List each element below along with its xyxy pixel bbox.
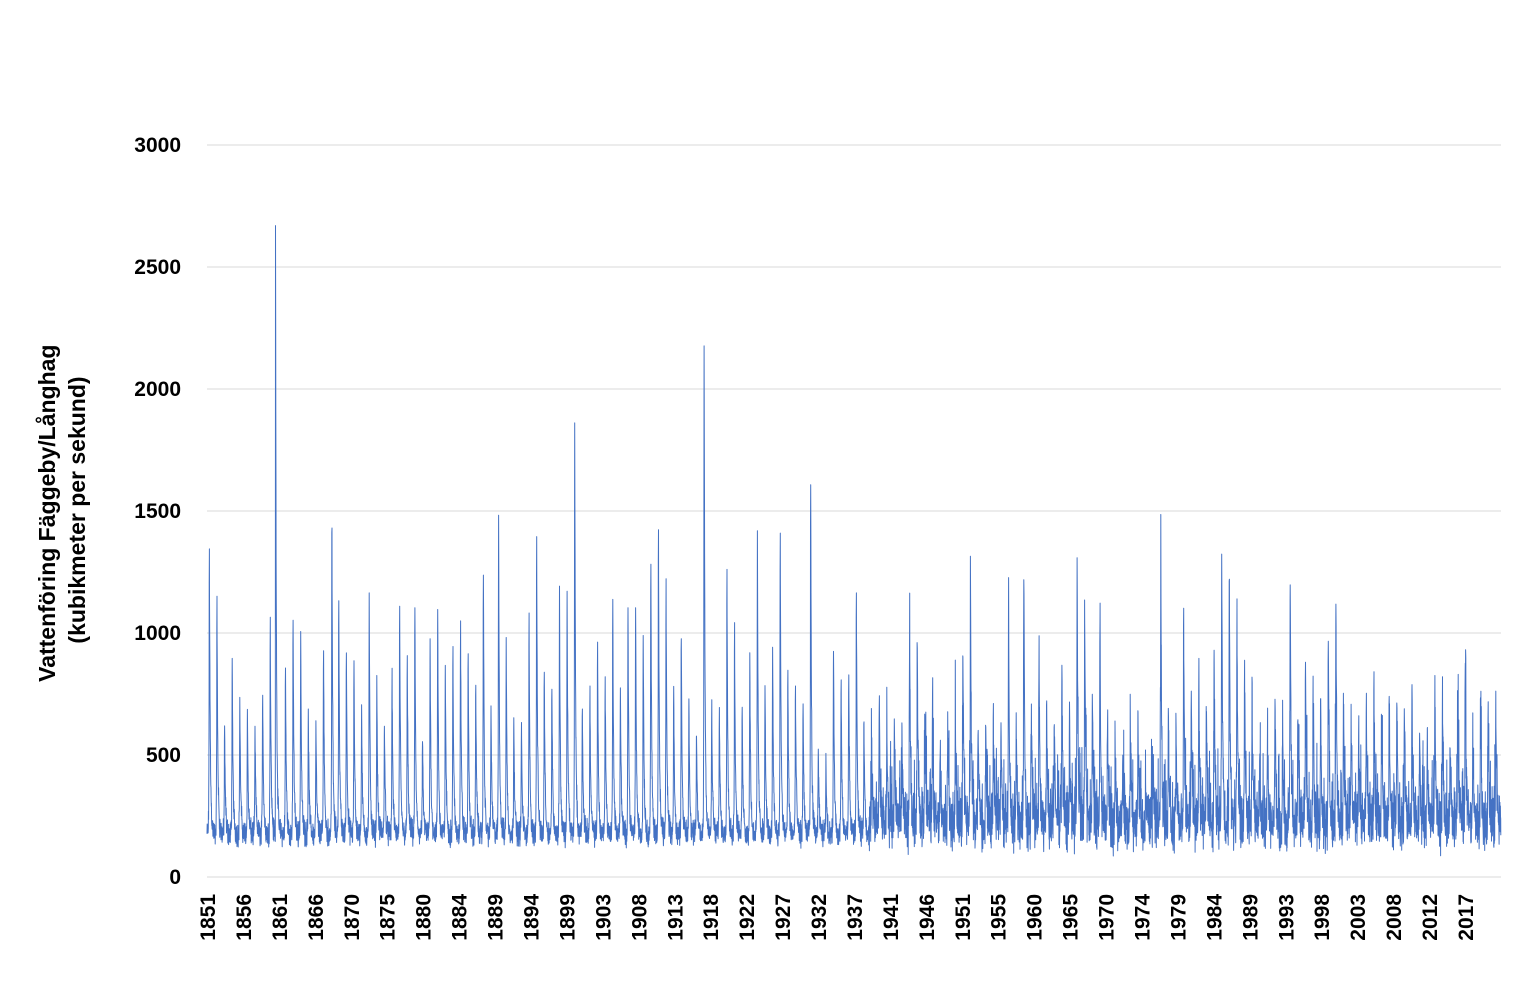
y-tick-label: 0 [169, 866, 181, 889]
x-tick-label: 1903 [592, 894, 615, 941]
x-tick-label: 1989 [1239, 894, 1262, 941]
x-tick-label: 1993 [1275, 894, 1298, 941]
x-tick-label: 1880 [413, 894, 436, 941]
x-tick-label: 1955 [988, 894, 1011, 941]
x-tick-label: 1970 [1096, 894, 1119, 941]
x-tick-label: 2017 [1455, 894, 1478, 941]
x-tick-label: 1861 [269, 894, 292, 941]
series-group [206, 225, 1502, 857]
y-tick-label: 2500 [134, 256, 181, 279]
y-axis-title-line-1: Vattenföring Fäggeby/Långhag [34, 345, 60, 682]
x-tick-label: 1894 [521, 894, 544, 941]
x-tick-label: 1984 [1203, 894, 1226, 941]
y-tick-labels: 0 500 1000 1500 2000 2500 3000 [134, 134, 181, 889]
x-tick-label: 1889 [485, 894, 508, 941]
y-tick-label: 1000 [134, 622, 181, 645]
x-tick-label: 1884 [449, 894, 472, 941]
y-tick-label: 1500 [134, 500, 181, 523]
x-tick-label: 1899 [556, 894, 579, 941]
x-tick-label: 2008 [1383, 894, 1406, 941]
y-axis-title-line-2: (kubikmeter per sekund) [64, 376, 90, 643]
x-tick-label: 1875 [377, 894, 400, 941]
x-tick-label: 1932 [808, 894, 831, 941]
x-tick-label: 1922 [736, 894, 759, 941]
series-line [206, 225, 1502, 857]
x-tick-label: 1866 [305, 894, 328, 941]
x-tick-label: 1998 [1311, 894, 1334, 941]
x-tick-label: 1918 [700, 894, 723, 941]
x-tick-label: 1856 [233, 894, 256, 941]
y-tick-label: 500 [146, 744, 181, 767]
x-tick-label: 1913 [664, 894, 687, 941]
x-tick-label: 1951 [952, 894, 975, 941]
x-tick-label: 1960 [1024, 894, 1047, 941]
x-tick-label: 1941 [880, 894, 903, 941]
x-tick-label: 1908 [628, 894, 651, 941]
x-tick-label: 1965 [1060, 894, 1083, 941]
y-tick-label: 2000 [134, 378, 181, 401]
x-tick-label: 1974 [1132, 894, 1155, 941]
x-tick-label: 2003 [1347, 894, 1370, 941]
x-tick-labels: 1851 1856 1861 1866 1870 1875 1880 1884 1889 1894… [197, 894, 1478, 941]
y-tick-label: 3000 [134, 134, 181, 157]
x-tick-label: 1870 [341, 894, 364, 941]
x-tick-label: 1851 [197, 894, 220, 941]
x-tick-label: 1979 [1168, 894, 1191, 941]
x-tick-label: 2012 [1419, 894, 1442, 941]
y-axis-title: Vattenföring Fäggeby/Långhag (kubikmeter… [34, 338, 90, 682]
x-tick-label: 1937 [844, 894, 867, 941]
x-tick-label: 1927 [772, 894, 795, 941]
x-tick-label: 1946 [916, 894, 939, 941]
